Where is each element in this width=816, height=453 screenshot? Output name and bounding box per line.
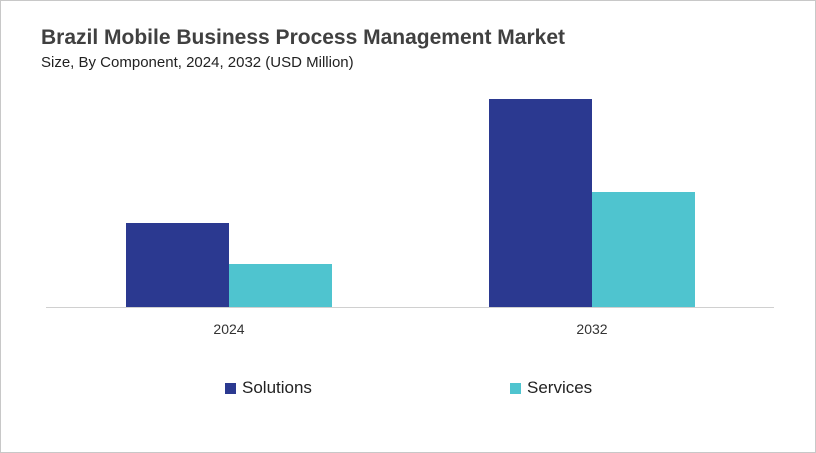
legend-item-solutions: Solutions [225, 378, 312, 398]
bar-solutions-2024 [126, 223, 229, 307]
legend-label-services: Services [527, 378, 593, 397]
bar-solutions-2032 [489, 99, 592, 307]
chart-title: Brazil Mobile Business Process Managemen… [41, 26, 566, 49]
legend-swatch-solutions [225, 382, 236, 394]
bar-services-2032 [592, 192, 695, 307]
chart-subtitle: Size, By Component, 2024, 2032 (USD Mill… [41, 54, 354, 71]
legend-label-solutions: Solutions [242, 378, 312, 397]
x-tick-label-2032: 2032 [576, 321, 607, 337]
legend-swatch-services [510, 382, 521, 394]
bar-services-2024 [229, 264, 332, 307]
legend-item-services: Services [510, 378, 592, 398]
x-tick-label-2024: 2024 [213, 321, 244, 337]
